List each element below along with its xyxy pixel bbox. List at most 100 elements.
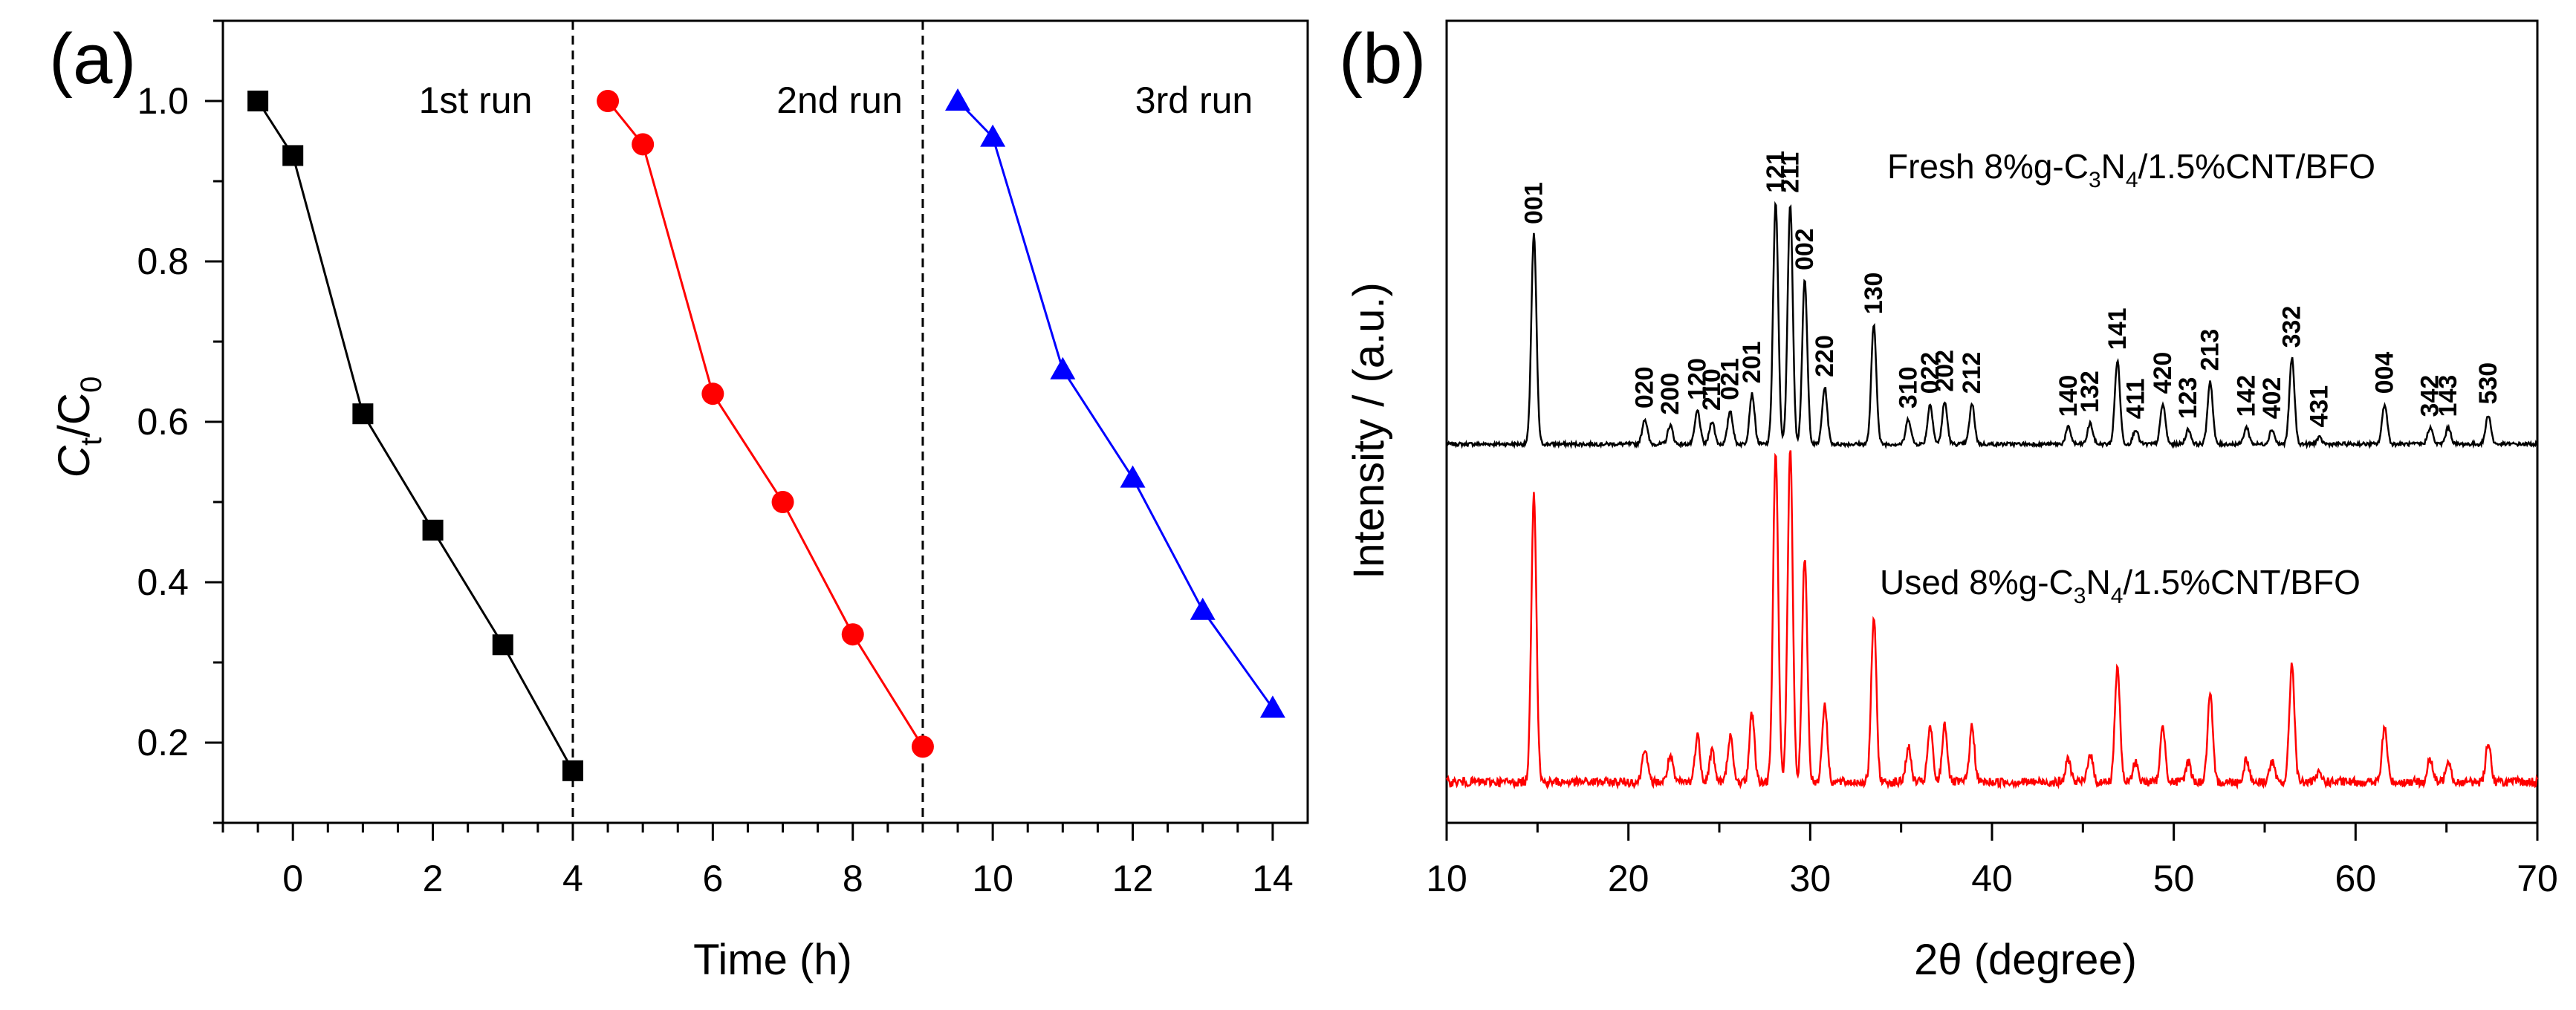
x-tick-label: 14 bbox=[1252, 858, 1294, 899]
panel-b-tick-labels: 10 20 30 40 50 60 70 bbox=[1426, 858, 2558, 899]
data-point bbox=[562, 760, 583, 781]
x-tick-label: 10 bbox=[972, 858, 1013, 899]
fresh-sub1: 3 bbox=[2089, 168, 2101, 192]
run-dividers bbox=[571, 21, 924, 823]
hkl-label: 004 bbox=[2370, 352, 2398, 394]
hkl-label: 220 bbox=[1811, 335, 1839, 377]
data-point bbox=[422, 519, 444, 541]
panel-a-tick-labels: 0 2 4 6 8 10 12 14 0.2 0.4 0.6 0.8 1.0 bbox=[137, 80, 1293, 899]
fresh-mid: N bbox=[2101, 147, 2126, 186]
hkl-label: 140 bbox=[2054, 375, 2083, 417]
hkl-label: 213 bbox=[2196, 329, 2225, 371]
x-tick-label: 2 bbox=[423, 858, 444, 899]
hkl-label: 020 bbox=[1631, 366, 1659, 408]
used-sub1: 3 bbox=[2074, 584, 2086, 608]
run-label: 1st run bbox=[419, 79, 533, 121]
data-point bbox=[701, 382, 724, 405]
data-point bbox=[1120, 465, 1146, 488]
x-tick-label: 40 bbox=[1971, 858, 2013, 899]
hkl-label: 211 bbox=[1776, 152, 1804, 193]
hkl-label: 201 bbox=[1738, 342, 1766, 384]
run-label: 3rd run bbox=[1135, 79, 1253, 121]
panel-a-label: (a) bbox=[49, 19, 136, 99]
hkl-label: 212 bbox=[1958, 352, 1986, 394]
data-point bbox=[1190, 597, 1216, 620]
data-point bbox=[980, 124, 1006, 147]
x-tick-label: 6 bbox=[702, 858, 723, 899]
x-tick-label: 8 bbox=[843, 858, 863, 899]
used-pattern bbox=[1445, 450, 2539, 790]
hkl-label: 001 bbox=[1519, 182, 1548, 224]
y-tick-label: 0.6 bbox=[137, 401, 189, 443]
x-tick-label: 30 bbox=[1790, 858, 1832, 899]
hkl-label: 530 bbox=[2474, 362, 2502, 405]
run-labels: 1st run 2nd run 3rd run bbox=[419, 79, 1253, 121]
hkl-label: 022 bbox=[1916, 352, 1944, 394]
x-tick-label: 20 bbox=[1608, 858, 1649, 899]
panel-a-series bbox=[247, 88, 1285, 781]
hkl-label: 132 bbox=[2076, 371, 2104, 413]
fresh-pre: Fresh 8%g-C bbox=[1887, 147, 2089, 186]
series-line bbox=[606, 100, 924, 748]
hkl-label: 123 bbox=[2174, 377, 2202, 420]
run-label: 2nd run bbox=[776, 79, 903, 121]
hkl-label: 143 bbox=[2434, 375, 2462, 417]
y-tick-label: 1.0 bbox=[137, 80, 189, 122]
used-mid: N bbox=[2086, 563, 2110, 602]
hkl-label: 332 bbox=[2278, 306, 2306, 348]
series-run-1 bbox=[247, 91, 583, 781]
ylabel-c: C bbox=[49, 445, 99, 478]
fresh-sub2: 4 bbox=[2126, 168, 2138, 192]
hkl-label: 142 bbox=[2233, 375, 2261, 417]
hkl-label: 310 bbox=[1894, 366, 1922, 408]
ylabel-sub1: t bbox=[75, 437, 108, 446]
panel-a-frame bbox=[221, 19, 1309, 824]
data-point bbox=[945, 88, 971, 111]
y-tick-label: 0.8 bbox=[137, 241, 189, 282]
panel-b-label: (b) bbox=[1339, 19, 1426, 99]
x-tick-label: 50 bbox=[2153, 858, 2195, 899]
panel-a: (a) Ct/C0 Time (h) 0 2 4 6 8 10 12 140.20.40.60… bbox=[49, 19, 1309, 984]
hkl-labels: 0010202001202100212011212110022201303100… bbox=[1519, 151, 2502, 428]
x-tick-label: 70 bbox=[2517, 858, 2558, 899]
panel-b-ylabel: Intensity / (a.u.) bbox=[1345, 282, 1393, 579]
x-tick-label: 10 bbox=[1426, 858, 1467, 899]
hkl-label: 141 bbox=[2103, 307, 2132, 350]
hkl-label: 002 bbox=[1791, 228, 1819, 270]
hkl-label: 342 bbox=[2416, 375, 2444, 417]
data-point bbox=[247, 91, 269, 111]
hkl-label: 021 bbox=[1716, 358, 1745, 400]
used-post: /1.5%CNT/BFO bbox=[2123, 563, 2361, 602]
data-point bbox=[841, 623, 864, 646]
data-point bbox=[1259, 695, 1285, 718]
data-point bbox=[352, 403, 374, 425]
used-pre: Used 8%g-C bbox=[1880, 563, 2074, 602]
data-point bbox=[911, 735, 934, 758]
hkl-label: 411 bbox=[2121, 378, 2150, 419]
hkl-label: 130 bbox=[1860, 273, 1888, 315]
panel-a-ticks bbox=[205, 19, 1274, 841]
panel-b-ticks bbox=[1445, 823, 2539, 841]
data-point bbox=[1050, 356, 1076, 379]
series-run-3 bbox=[945, 88, 1285, 718]
y-tick-label: 0.2 bbox=[137, 722, 189, 763]
panel-b-xlabel: 2θ (degree) bbox=[1914, 936, 2137, 984]
series-line bbox=[256, 100, 574, 772]
ylabel-slash: /C bbox=[49, 393, 99, 437]
data-point bbox=[492, 634, 513, 656]
data-point bbox=[597, 90, 620, 112]
x-tick-label: 4 bbox=[562, 858, 583, 899]
hkl-label: 200 bbox=[1656, 373, 1684, 415]
panel-b: (b) Intensity / (a.u.) 2θ (degree) 10 20 3… bbox=[1339, 19, 2558, 984]
fresh-post: /1.5%CNT/BFO bbox=[2138, 147, 2376, 186]
hkl-label: 210 bbox=[1698, 368, 1726, 411]
used-series-label: Used 8%g-C3N4/1.5%CNT/BFO bbox=[1880, 563, 2361, 608]
x-tick-label: 0 bbox=[282, 858, 303, 899]
hkl-label: 120 bbox=[1684, 358, 1712, 400]
panel-a-ylabel: Ct/C0 bbox=[49, 377, 108, 478]
fresh-series-label: Fresh 8%g-C3N4/1.5%CNT/BFO bbox=[1887, 147, 2375, 192]
hkl-label: 431 bbox=[2305, 385, 2333, 428]
panel-a-xlabel: Time (h) bbox=[693, 936, 852, 984]
hkl-label: 121 bbox=[1762, 151, 1790, 193]
